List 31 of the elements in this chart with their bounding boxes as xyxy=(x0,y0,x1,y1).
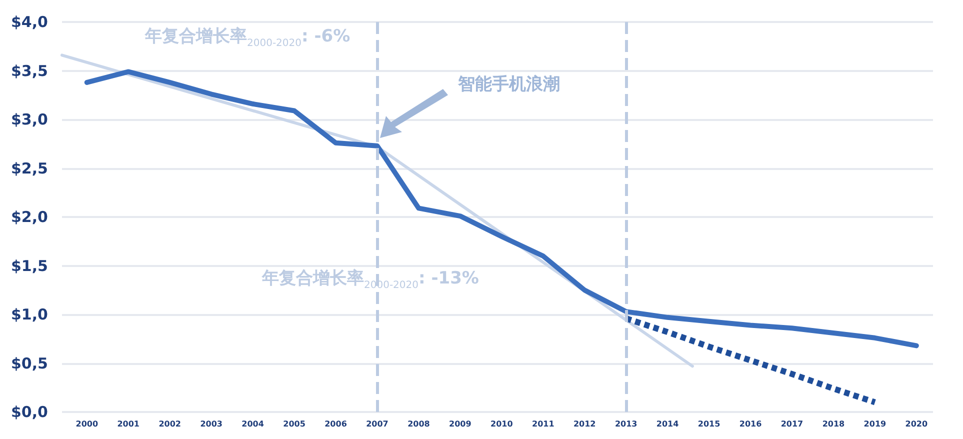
x-tick-label: 2016 xyxy=(739,420,762,428)
x-tick-label: 2006 xyxy=(324,420,348,428)
y-tick-label: $0,5 xyxy=(10,354,48,372)
y-tick-label: $2,0 xyxy=(10,208,48,226)
x-tick-label: 2010 xyxy=(490,420,514,428)
x-tick-label: 2007 xyxy=(366,420,388,428)
annotation: 智能手机浪潮 xyxy=(457,74,560,94)
x-tick-label: 2013 xyxy=(614,420,638,428)
x-tick-label: 2003 xyxy=(200,420,222,428)
y-tick-label: $1,0 xyxy=(10,306,48,324)
x-tick-label: 2019 xyxy=(864,420,886,428)
y-tick-label: $0,0 xyxy=(10,403,48,421)
x-tick-label: 2012 xyxy=(573,420,596,428)
y-tick-label: $3,5 xyxy=(10,62,48,80)
x-tick-label: 2018 xyxy=(822,420,846,428)
x-tick-label: 2004 xyxy=(242,420,264,428)
x-tick-label: 2020 xyxy=(905,420,928,428)
x-tick-label: 2014 xyxy=(656,420,680,428)
y-tick-label: $1,5 xyxy=(10,256,48,275)
x-tick-label: 2000 xyxy=(76,420,98,428)
x-tick-label: 2008 xyxy=(408,420,430,428)
x-tick-label: 2002 xyxy=(158,420,181,428)
y-tick-label: $4,0 xyxy=(10,13,48,31)
x-tick-label: 2015 xyxy=(698,420,721,428)
x-tick-label: 2001 xyxy=(117,420,140,428)
y-tick-label: $3,0 xyxy=(10,110,48,128)
x-tick-label: 2011 xyxy=(532,420,555,428)
x-tick-label: 2017 xyxy=(780,420,804,428)
y-tick-label: $2,5 xyxy=(10,159,48,178)
x-tick-label: 2005 xyxy=(283,420,306,428)
x-tick-label: 2009 xyxy=(449,420,472,428)
